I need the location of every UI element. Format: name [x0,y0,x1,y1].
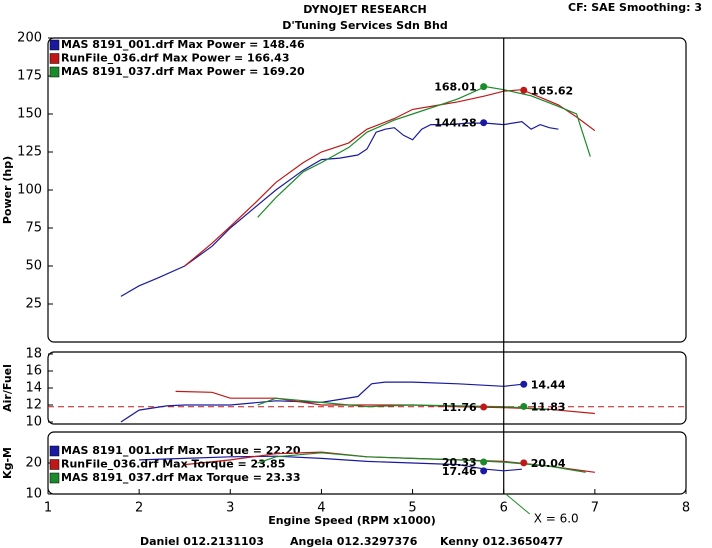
point-label: 20.04 [531,457,566,470]
x-tick-label: 8 [682,501,690,516]
x-tick-label: 4 [317,501,325,516]
y-tick-label: 50 [25,259,42,274]
point-label: 168.01 [434,81,476,94]
x-tick-label: 5 [408,501,416,516]
marker-point [520,459,528,467]
marker-point [520,86,528,94]
panel-frame [47,37,687,343]
legend-label: MAS 8191_001.drf Max Power = 148.46 [61,38,305,51]
legend-swatch [49,472,60,484]
y-tick-label: 16 [25,364,42,379]
y-tick-label: 10 [25,487,42,502]
series-line [257,85,591,218]
y-axis-label: Power (hp) [1,156,14,224]
contact: Daniel 012.2131103 [140,535,264,548]
x-tick-label: 2 [135,501,143,516]
series-line [257,452,586,473]
settings: CF: SAE Smoothing: 3 [568,1,702,14]
legend-swatch [49,53,60,64]
y-tick-label: 10 [25,415,42,430]
y-tick-label: 200 [17,31,42,46]
y-tick-label: 14 [25,381,42,396]
marker-point [480,83,488,91]
marker-point [480,119,488,127]
point-label: 144.28 [434,117,476,130]
title: DYNOJET RESEARCH [303,3,426,16]
legend-label: MAS 8191_037.drf Max Power = 169.20 [61,65,305,78]
x-tick-label: 7 [591,501,599,516]
point-label: 14.44 [531,378,566,391]
marker-point [520,380,528,388]
legend-swatch [49,445,60,457]
y-tick-label: 20 [25,456,42,471]
x-tick-label: 1 [44,501,52,516]
legend-label: RunFile_036.drf Max Torque = 23.85 [61,458,285,471]
point-label: 11.76 [442,401,477,414]
y-tick-label: 100 [17,183,42,198]
point-label: 165.62 [531,84,573,97]
legend-label: MAS 8191_037.drf Max Torque = 23.33 [61,471,301,484]
y-tick-label: 175 [17,69,42,84]
legend-swatch [49,39,60,51]
x-tick-label: 3 [226,501,234,516]
point-label: 17.46 [442,465,477,478]
x-axis-label: Engine Speed (RPM x1000) [268,514,436,527]
y-tick-label: 12 [25,398,42,413]
legend-label: MAS 8191_001.drf Max Torque = 22.20 [61,444,301,457]
y-axis-label: Air/Fuel [1,364,14,412]
y-tick-label: 18 [25,347,42,362]
legend-swatch [49,459,60,470]
contact: Angela 012.3297376 [290,535,418,548]
point-label: 20.33 [442,456,477,469]
legend-swatch [49,66,60,78]
series-line [184,89,596,267]
marker-point [480,458,488,466]
marker-point [480,403,488,411]
legend-label: RunFile_036.drf Max Power = 166.43 [61,52,290,65]
y-tick-label: 25 [25,297,42,312]
series-line [120,381,522,423]
series-line [139,455,522,472]
contact: Kenny 012.3650477 [440,535,563,548]
y-tick-label: 75 [25,221,42,236]
series-line [120,120,559,297]
y-tick-label: 125 [17,145,42,160]
y-axis-label: Kg-M [1,447,14,479]
marker-point [520,402,528,410]
marker-point [480,467,488,475]
x-tick-label: 6 [500,501,508,516]
subtitle: D'Tuning Services Sdn Bhd [282,19,447,32]
cursor-pointer [505,493,531,515]
point-label: 11.83 [531,400,566,413]
y-tick-label: 150 [17,107,42,122]
cursor-label: X = 6.0 [534,512,579,526]
series-line [257,397,550,410]
